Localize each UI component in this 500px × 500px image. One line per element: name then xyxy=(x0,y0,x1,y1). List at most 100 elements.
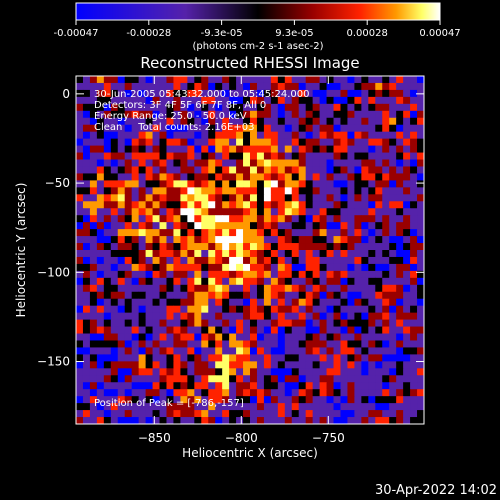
heatmap-cell xyxy=(263,256,272,265)
heatmap-cell xyxy=(396,138,404,146)
heatmap-cell xyxy=(403,187,411,195)
heatmap-cell xyxy=(243,284,251,293)
heatmap-cell xyxy=(194,110,202,119)
heatmap-cell xyxy=(222,96,230,105)
heatmap-cell xyxy=(312,117,320,126)
heatmap-cell xyxy=(389,347,397,355)
heatmap-cell xyxy=(131,152,140,160)
heatmap-cell xyxy=(131,173,140,181)
heatmap-cell xyxy=(180,396,188,404)
heatmap-cell xyxy=(173,152,181,160)
heatmap-cell xyxy=(277,124,286,133)
heatmap-cell xyxy=(117,159,126,167)
heatmap-cell xyxy=(319,277,327,286)
heatmap-cell xyxy=(145,263,153,272)
heatmap-cell xyxy=(215,117,223,126)
heatmap-cell xyxy=(82,208,91,216)
heatmap-cell xyxy=(131,110,140,119)
heatmap-cell xyxy=(96,76,105,84)
heatmap-cell xyxy=(96,82,105,91)
heatmap-cell xyxy=(382,403,390,411)
heatmap-cell xyxy=(117,256,126,265)
heatmap-cell xyxy=(263,173,272,181)
heatmap-cell xyxy=(319,382,327,390)
heatmap-cell xyxy=(131,326,140,334)
heatmap-cell xyxy=(298,417,307,424)
heatmap-cell xyxy=(277,117,286,126)
heatmap-cell xyxy=(410,173,418,181)
heatmap-cell xyxy=(250,131,258,140)
heatmap-cell xyxy=(180,256,188,265)
heatmap-cell xyxy=(326,194,334,202)
heatmap-cell xyxy=(187,375,195,383)
heatmap-cell xyxy=(229,96,237,105)
heatmap-cell xyxy=(194,305,202,314)
heatmap-cell xyxy=(117,89,126,98)
heatmap-cell xyxy=(410,76,418,84)
heatmap-cell xyxy=(201,215,209,223)
heatmap-cell xyxy=(375,396,383,404)
heatmap-cell xyxy=(243,117,251,126)
heatmap-cell xyxy=(382,76,390,84)
heatmap-cell xyxy=(368,319,376,327)
heatmap-cell xyxy=(138,152,146,160)
heatmap-cell xyxy=(215,277,223,286)
heatmap-cell xyxy=(82,284,91,293)
heatmap-cell xyxy=(138,215,146,223)
heatmap-cell xyxy=(222,117,230,126)
heatmap-cell xyxy=(194,368,202,376)
heatmap-cell xyxy=(145,417,153,424)
heatmap-cell xyxy=(361,138,369,146)
heatmap-cell xyxy=(396,82,404,91)
heatmap-cell xyxy=(166,96,174,105)
heatmap-cell xyxy=(229,82,237,91)
heatmap-cell xyxy=(173,403,181,411)
heatmap-cell xyxy=(236,138,244,146)
heatmap-cell xyxy=(103,117,112,126)
heatmap-cell xyxy=(270,124,279,133)
heatmap-cell xyxy=(305,403,314,411)
heatmap-cell xyxy=(333,89,341,98)
heatmap-cell xyxy=(76,340,84,348)
heatmap-cell xyxy=(298,76,307,84)
heatmap-cell xyxy=(326,319,334,327)
heatmap-cell xyxy=(76,354,84,362)
heatmap-cell xyxy=(368,291,376,300)
heatmap-cell xyxy=(326,256,334,265)
heatmap-cell xyxy=(76,312,84,320)
heatmap-cell xyxy=(270,208,279,216)
heatmap-cell xyxy=(124,124,133,133)
heatmap-cell xyxy=(410,187,418,195)
heatmap-cell xyxy=(326,103,334,112)
heatmap-cell xyxy=(347,208,355,216)
heatmap-cell xyxy=(277,354,286,362)
heatmap-cell xyxy=(375,159,383,167)
heatmap-cell xyxy=(180,277,188,286)
heatmap-cell xyxy=(124,284,133,293)
heatmap-cell xyxy=(375,222,383,230)
heatmap-cell xyxy=(215,361,223,369)
heatmap-cell xyxy=(410,103,418,112)
heatmap-cell xyxy=(312,284,320,293)
heatmap-cell xyxy=(382,208,390,216)
heatmap-cell xyxy=(180,250,188,258)
heatmap-cell xyxy=(256,103,265,112)
heatmap-cell xyxy=(277,368,286,376)
heatmap-cell xyxy=(166,396,174,404)
heatmap-cell xyxy=(229,277,237,286)
heatmap-cell xyxy=(110,256,119,265)
heatmap-cell xyxy=(229,354,237,362)
heatmap-cell xyxy=(138,166,146,174)
heatmap-cell xyxy=(277,347,286,355)
heatmap-cell xyxy=(131,159,140,167)
heatmap-cell xyxy=(382,417,390,424)
heatmap-cell xyxy=(166,166,174,174)
heatmap-cell xyxy=(354,82,362,91)
heatmap-cell xyxy=(152,256,160,265)
heatmap-cell xyxy=(312,340,320,348)
heatmap-cell xyxy=(319,187,327,195)
heatmap-cell xyxy=(152,166,160,174)
heatmap-cell xyxy=(277,243,286,251)
heatmap-cell xyxy=(417,243,424,251)
heatmap-cell xyxy=(152,76,160,84)
